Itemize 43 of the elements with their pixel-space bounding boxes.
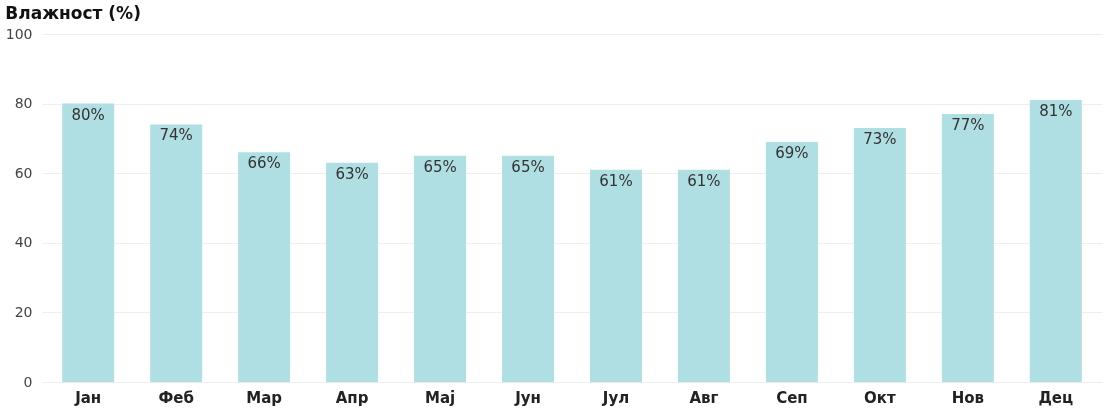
data-label: 69%: [775, 143, 809, 162]
data-label: 81%: [1039, 102, 1073, 121]
x-tick-label: Јул: [601, 388, 630, 407]
data-label: 63%: [335, 164, 369, 183]
y-tick-label: 0: [23, 373, 33, 390]
bar: [677, 169, 730, 382]
y-tick-label: 40: [14, 234, 33, 251]
bar: [238, 152, 291, 382]
bar: [1029, 100, 1082, 382]
x-tick-label: Авг: [689, 388, 719, 407]
x-tick-label: Дец: [1038, 388, 1074, 407]
data-label: 65%: [511, 157, 545, 176]
x-tick-label: Нов: [951, 388, 985, 407]
chart-title: Влажност (%): [5, 3, 141, 23]
x-tick-label: Апр: [335, 388, 369, 407]
x-tick-label: Мар: [246, 388, 283, 407]
bar: [502, 155, 555, 382]
bar: [62, 103, 115, 382]
bar: [414, 155, 467, 382]
data-label: 61%: [687, 171, 721, 190]
bar: [150, 124, 203, 382]
x-tick-label: Мај: [424, 388, 456, 407]
x-tick-label: Феб: [158, 388, 194, 407]
y-tick-label: 60: [14, 164, 33, 181]
data-label: 61%: [599, 171, 633, 190]
data-label: 66%: [247, 154, 281, 173]
data-label: 74%: [159, 126, 193, 145]
x-tick-label: Јун: [514, 388, 541, 407]
bar: [941, 114, 994, 382]
y-tick-label: 80: [14, 95, 33, 112]
x-tick-label: Јан: [74, 388, 102, 407]
data-label: 80%: [71, 105, 105, 124]
y-tick-label: 100: [5, 25, 33, 42]
bar: [853, 127, 906, 382]
data-label: 73%: [863, 129, 897, 148]
x-tick-label: Сеп: [776, 388, 808, 407]
bar: [589, 169, 642, 382]
data-label: 77%: [951, 116, 985, 135]
bar: [326, 162, 379, 382]
data-label: 65%: [423, 157, 457, 176]
bar: [765, 141, 818, 382]
x-tick-label: Окт: [864, 388, 896, 407]
y-tick-label: 20: [14, 303, 33, 320]
